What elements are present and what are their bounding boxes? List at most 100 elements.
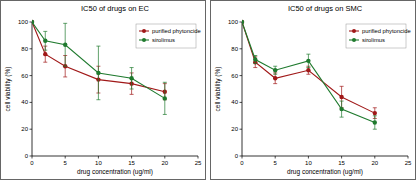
marker: [129, 76, 133, 80]
error-cap: [96, 99, 100, 100]
x-tick: [32, 156, 33, 159]
error-cap: [43, 50, 47, 51]
marker: [63, 43, 67, 47]
x-tick-label: 20: [161, 160, 168, 166]
x-axis: [242, 156, 408, 157]
error-bar: [340, 101, 344, 117]
error-cap: [253, 63, 257, 64]
y-tick-label: 80: [231, 46, 238, 52]
y-tick: [240, 75, 243, 76]
title: IC50 of drugs on EC: [81, 4, 150, 13]
error-bar: [43, 31, 47, 50]
marker: [32, 20, 34, 24]
x-tick-label: 10: [305, 160, 312, 166]
error-cap: [130, 94, 134, 95]
marker: [373, 120, 377, 124]
error-cap: [253, 67, 257, 68]
y-tick-label: 0: [25, 153, 29, 159]
marker: [43, 39, 47, 43]
x-label: drug concentration (ug/ml): [287, 168, 363, 176]
error-bar: [163, 82, 167, 114]
x-label: drug concentration (ug/ml): [77, 168, 153, 176]
y-tick: [240, 129, 243, 130]
x-tick-label: 25: [195, 160, 202, 166]
x-axis: [32, 156, 198, 157]
x-tick: [242, 156, 243, 159]
error-bar: [306, 54, 310, 67]
error-cap: [340, 101, 344, 102]
marker: [339, 107, 343, 111]
y-label: cell viability (%): [214, 67, 222, 112]
error-bar: [273, 66, 277, 74]
error-bar: [306, 66, 310, 74]
x-tick-label: 0: [30, 160, 34, 166]
error-cap: [130, 67, 134, 68]
marker: [273, 68, 277, 72]
panel: IC50 of drugs on EC020406080100051015202…: [1, 1, 206, 180]
x-tick: [341, 156, 342, 159]
error-cap: [43, 62, 47, 63]
error-cap: [340, 117, 344, 118]
error-cap: [306, 67, 310, 68]
y-tick-label: 20: [231, 126, 238, 132]
error-cap: [63, 76, 67, 77]
error-bar: [273, 73, 277, 84]
marker: [253, 57, 257, 61]
error-bar: [253, 56, 257, 64]
x-tick: [408, 156, 409, 159]
error-cap: [96, 46, 100, 47]
legend-label: sirolimus: [152, 37, 175, 43]
x-tick-label: 5: [64, 160, 68, 166]
legend-marker: [142, 29, 146, 33]
y-tick: [30, 48, 33, 49]
x-tick-label: 0: [240, 160, 244, 166]
marker: [32, 20, 34, 24]
x-tick: [308, 156, 309, 159]
y-tick: [240, 48, 243, 49]
marker: [163, 96, 167, 100]
x-tick-label: 15: [128, 160, 135, 166]
y-tick: [30, 129, 33, 130]
error-cap: [273, 74, 277, 75]
y-tick: [30, 102, 33, 103]
error-cap: [273, 83, 277, 84]
x-tick: [131, 156, 132, 159]
x-tick-label: 5: [274, 160, 278, 166]
y-tick-label: 60: [231, 73, 238, 79]
y-tick: [30, 75, 33, 76]
legend-label: purified phytoncide: [362, 28, 411, 34]
y-tick: [240, 156, 243, 157]
legend: purified phytoncidesirolimus: [346, 24, 411, 48]
marker: [306, 59, 310, 63]
x-tick: [65, 156, 66, 159]
error-cap: [306, 74, 310, 75]
error-bar: [373, 116, 377, 129]
panel-border: [211, 1, 416, 180]
marker: [273, 76, 277, 80]
error-cap: [340, 86, 344, 87]
error-bar: [63, 23, 67, 66]
x-tick: [164, 156, 165, 159]
y-tick: [240, 22, 243, 23]
y-tick: [30, 156, 33, 157]
marker: [306, 68, 310, 72]
panel: IC50 of drugs on SMC02040608010005101520…: [211, 1, 416, 180]
marker: [242, 20, 244, 24]
legend-marker: [352, 38, 356, 42]
figure: IC50 of drugs on EC020406080100051015202…: [0, 0, 416, 180]
x-tick-label: 25: [405, 160, 412, 166]
y-label: cell viability (%): [4, 67, 12, 112]
x-tick: [374, 156, 375, 159]
y-tick-label: 80: [21, 46, 28, 52]
y-tick-label: 0: [235, 153, 239, 159]
error-cap: [43, 31, 47, 32]
y-axis: [242, 22, 243, 156]
y-tick: [30, 22, 33, 23]
error-cap: [373, 129, 377, 130]
y-tick-label: 100: [18, 19, 29, 25]
error-cap: [63, 66, 67, 67]
error-cap: [130, 89, 134, 90]
error-cap: [273, 66, 277, 67]
x-tick-label: 20: [371, 160, 378, 166]
marker: [96, 71, 100, 75]
